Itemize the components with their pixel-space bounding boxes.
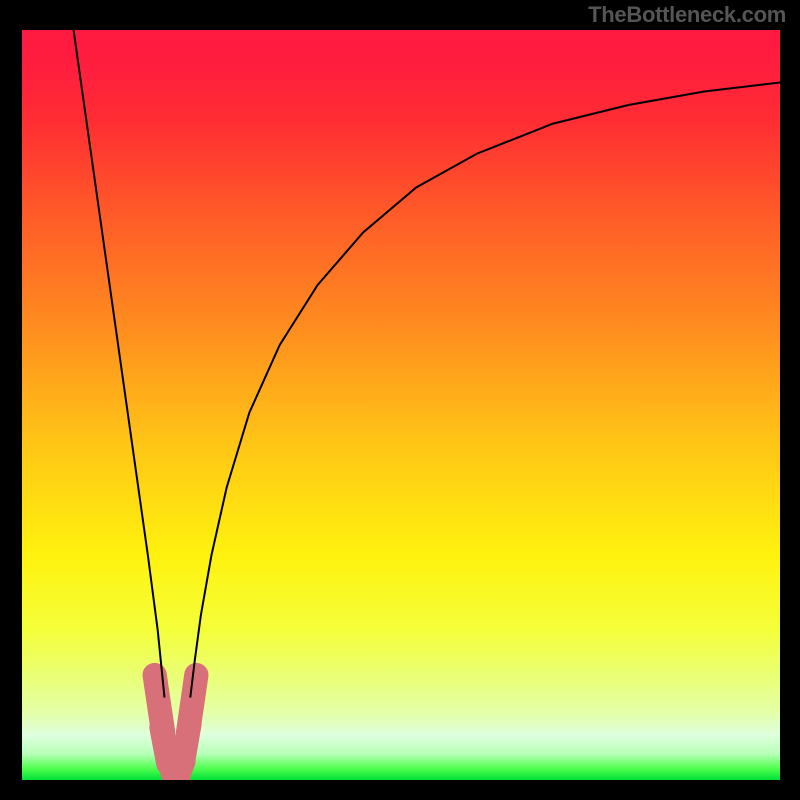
curve-right — [190, 83, 780, 698]
plot-area — [22, 30, 780, 780]
curve-left — [74, 30, 165, 698]
curve-layer — [22, 30, 780, 780]
chart-frame: TheBottleneck.com — [0, 0, 800, 800]
watermark-text: TheBottleneck.com — [588, 2, 786, 28]
